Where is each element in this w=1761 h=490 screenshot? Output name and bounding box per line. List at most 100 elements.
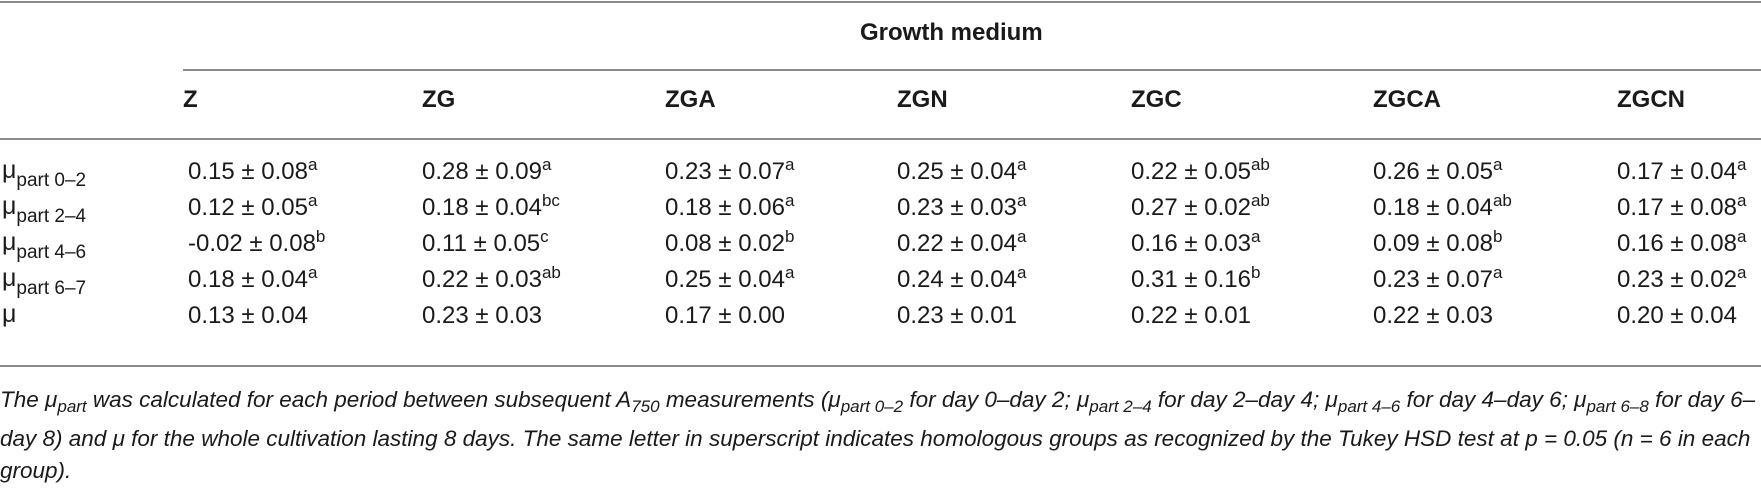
cell-value: 0.24 ± 0.04	[897, 266, 1017, 293]
table-cell: 0.27 ± 0.02ab	[1131, 191, 1270, 222]
cell-group-letter: ab	[541, 263, 561, 282]
row-label: μpart 0–2	[2, 156, 86, 191]
cell-value: 0.18 ± 0.04	[422, 194, 542, 221]
row-label-subscript: part 2–4	[16, 206, 87, 227]
footnote-sub: 750	[631, 397, 660, 416]
footnote-text: for day 0–day 2;	[903, 387, 1077, 412]
cell-value: 0.23 ± 0.03	[897, 194, 1017, 221]
table-cell: 0.25 ± 0.04a	[665, 263, 795, 294]
table-bottom-rule	[0, 365, 1761, 367]
cell-group-letter: ab	[1492, 191, 1512, 210]
table-cell: 0.17 ± 0.08a	[1617, 191, 1747, 222]
cell-value: 0.31 ± 0.16	[1131, 266, 1251, 293]
cell-group-letter: a	[1736, 227, 1747, 246]
row-label: μpart 4–6	[2, 228, 86, 263]
table-cell: 0.20 ± 0.04	[1617, 302, 1737, 330]
cell-value: 0.08 ± 0.02	[665, 230, 785, 257]
table-cell: 0.18 ± 0.04a	[188, 263, 318, 294]
cell-value: 0.28 ± 0.09	[422, 158, 542, 185]
footnote-text: was calculated for each period between s…	[86, 387, 617, 412]
row-label: μ	[2, 300, 16, 329]
cell-value: 0.16 ± 0.08	[1617, 230, 1737, 257]
cell-value: 0.22 ± 0.05	[1131, 158, 1251, 185]
table-cell: 0.16 ± 0.03a	[1131, 227, 1261, 258]
cell-value: 0.22 ± 0.03	[1373, 302, 1493, 329]
table-cell: 0.18 ± 0.04ab	[1373, 191, 1512, 222]
cell-group-letter: a	[541, 155, 552, 174]
cell-group-letter: a	[1250, 227, 1261, 246]
cell-group-letter: b	[1250, 263, 1261, 282]
cell-value: 0.27 ± 0.02	[1131, 194, 1251, 221]
cell-group-letter: ab	[1250, 191, 1270, 210]
group-header: Growth medium	[860, 19, 1043, 46]
table-row: μpart 2–4 0.12 ± 0.05a 0.18 ± 0.04bc 0.18 ±…	[0, 192, 1761, 228]
table-cell: 0.12 ± 0.05a	[188, 192, 317, 222]
cell-group-letter: a	[1492, 155, 1503, 174]
footnote-sub: part	[57, 397, 87, 416]
cell-group-letter: a	[1016, 227, 1027, 246]
cell-group-letter: a	[1016, 263, 1027, 282]
footnote-a750: A	[616, 387, 632, 412]
footnote-mu: μ	[45, 387, 58, 412]
footnote-text: for day 2–day 4;	[1151, 387, 1326, 412]
cell-value: 0.23 ± 0.03	[422, 302, 542, 329]
cell-value: 0.17 ± 0.08	[1617, 194, 1737, 221]
cell-group-letter: a	[1736, 155, 1747, 174]
table-cell: 0.23 ± 0.07a	[1373, 264, 1502, 294]
table-cell: 0.18 ± 0.04bc	[422, 191, 560, 222]
table-cell: 0.28 ± 0.09a	[422, 155, 552, 186]
table-cell: 0.09 ± 0.08b	[1373, 228, 1502, 258]
table-row: μpart 4–6 -0.02 ± 0.08b 0.11 ± 0.05c 0.08 ±…	[0, 228, 1761, 264]
footnote-mu: μ	[1574, 387, 1587, 412]
cell-value: 0.18 ± 0.06	[665, 194, 785, 221]
row-label-subscript: part 0–2	[16, 170, 87, 191]
column-header: Z	[183, 86, 198, 113]
table-cell: 0.22 ± 0.03	[1373, 302, 1493, 330]
table-row: μpart 6–7 0.18 ± 0.04a 0.22 ± 0.03ab 0.25 ±…	[0, 264, 1761, 300]
table-cell: -0.02 ± 0.08b	[188, 228, 325, 258]
cell-value: 0.15 ± 0.08	[188, 158, 308, 185]
cell-group-letter: a	[1736, 263, 1747, 282]
cell-value: 0.09 ± 0.08	[1373, 230, 1493, 257]
footnote-mu: μ	[828, 387, 841, 412]
cell-group-letter: a	[307, 263, 318, 282]
table-cell: 0.24 ± 0.04a	[897, 263, 1027, 294]
cell-group-letter: b	[784, 227, 795, 246]
cell-group-letter: a	[784, 263, 795, 282]
table-cell: 0.22 ± 0.04a	[897, 227, 1027, 258]
table-cell: 0.17 ± 0.00	[665, 302, 785, 330]
cell-value: 0.16 ± 0.03	[1131, 230, 1251, 257]
row-label-symbol: μ	[2, 264, 17, 292]
cell-group-letter: a	[1016, 191, 1027, 210]
footnote-mu: μ	[1325, 387, 1338, 412]
column-header: ZGCA	[1373, 86, 1441, 113]
row-label-subscript: part 6–7	[16, 278, 87, 299]
cell-group-letter: ab	[1250, 155, 1270, 174]
cell-group-letter: a	[1736, 191, 1747, 210]
cell-group-letter: bc	[541, 191, 560, 210]
table-footnote: The μpart was calculated for each period…	[0, 384, 1758, 487]
cell-value: 0.23 ± 0.07	[1373, 266, 1493, 293]
row-label-symbol: μ	[2, 228, 17, 256]
table-cell: 0.31 ± 0.16b	[1131, 263, 1261, 294]
cell-value: 0.18 ± 0.04	[188, 266, 308, 293]
row-label-symbol: μ	[2, 300, 17, 328]
table-cell: 0.22 ± 0.03ab	[422, 263, 561, 294]
cell-value: 0.11 ± 0.05	[422, 230, 541, 257]
column-header: ZGC	[1131, 86, 1182, 113]
footnote-mu: μ	[1076, 387, 1090, 412]
table-cell: 0.15 ± 0.08a	[188, 156, 317, 186]
footnote-text: for day 6–day 8) and	[0, 387, 1756, 451]
cell-value: 0.13 ± 0.04	[188, 302, 308, 329]
cell-value: 0.20 ± 0.04	[1617, 302, 1737, 329]
column-header: ZGN	[897, 86, 948, 113]
table-cell: 0.16 ± 0.08a	[1617, 227, 1747, 258]
footnote-text: for the whole cultivation lasting 8 days…	[0, 426, 1751, 483]
cell-value: 0.12 ± 0.05	[188, 194, 308, 221]
table-cell: 0.22 ± 0.01	[1131, 302, 1251, 330]
footnote-text: measurements (	[659, 387, 829, 412]
table-cell: 0.23 ± 0.03a	[897, 191, 1027, 222]
footnote-sub: part 0–2	[840, 397, 904, 416]
cell-value: 0.18 ± 0.04	[1373, 194, 1493, 221]
table-cell: 0.26 ± 0.05a	[1373, 155, 1503, 186]
